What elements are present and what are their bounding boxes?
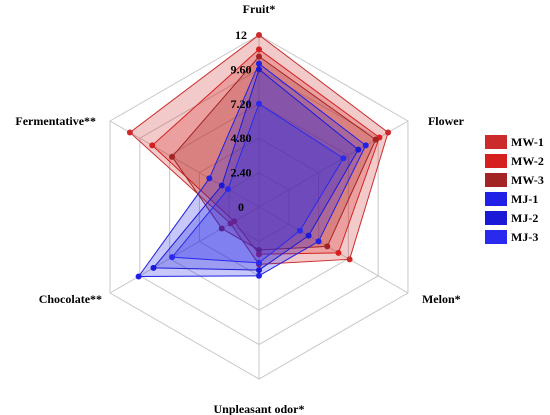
data-point: [126, 129, 133, 136]
data-point: [324, 243, 331, 250]
data-point: [256, 53, 262, 60]
radar-series: [126, 32, 392, 280]
axis-label: Melon*: [422, 292, 461, 306]
series-mj-1: [135, 60, 369, 280]
tick-label: 7.20: [231, 97, 252, 111]
tick-label: 12: [235, 28, 247, 42]
axis-label: Chocolate**: [39, 292, 102, 306]
legend-label: MW-3: [511, 173, 544, 187]
data-point: [256, 100, 262, 107]
grid-spoke: [258, 206, 409, 294]
data-point: [256, 272, 262, 279]
legend-swatch: [485, 135, 507, 149]
tick-label: 4.80: [231, 131, 252, 145]
data-point: [256, 251, 262, 258]
data-point: [315, 238, 322, 245]
data-point: [231, 218, 238, 225]
data-point: [362, 142, 369, 149]
data-point: [256, 66, 262, 73]
legend-label: MW-1: [511, 135, 544, 149]
legend-item: MW-2: [485, 154, 544, 168]
data-point: [256, 46, 262, 53]
data-point: [169, 254, 176, 261]
data-point: [218, 225, 225, 232]
legend-swatch: [485, 154, 507, 168]
axis-label: Flower: [428, 114, 465, 128]
data-point: [335, 249, 342, 256]
data-point: [256, 259, 262, 266]
data-point: [206, 175, 213, 182]
series-mj-2: [150, 66, 362, 274]
axis-label: Unpleasant odor*: [213, 402, 304, 415]
data-point: [256, 32, 262, 38]
tick-label: 9.60: [231, 62, 252, 76]
data-point: [256, 247, 262, 253]
chart-legend: MW-1 MW-2 MW-3 MJ-1 MJ-2 MJ-3: [485, 135, 544, 244]
data-point: [218, 182, 225, 189]
data-point: [340, 155, 347, 162]
data-point: [256, 60, 262, 67]
data-point: [135, 273, 142, 280]
legend-label: MJ-2: [511, 211, 538, 225]
legend-item: MJ-2: [485, 211, 538, 225]
legend-label: MW-2: [511, 154, 544, 168]
data-point: [355, 146, 362, 153]
radar-axis-labels: Fruit* Flower Melon* Unpleasant odor* Chocol…: [15, 2, 464, 415]
grid-spoke: [258, 120, 409, 208]
legend-label: MJ-3: [511, 230, 538, 244]
data-point: [256, 267, 262, 274]
data-point: [169, 153, 176, 160]
legend-swatch: [485, 173, 507, 187]
data-point: [296, 227, 303, 234]
legend-swatch: [485, 230, 507, 244]
data-point: [385, 129, 392, 136]
series-mj-3: [169, 100, 347, 266]
legend-swatch: [485, 192, 507, 206]
axis-label: Fruit*: [243, 2, 276, 16]
legend-swatch: [485, 211, 507, 225]
data-point: [346, 256, 353, 263]
series-mw-3: [169, 53, 379, 253]
data-point: [224, 186, 231, 193]
data-point: [372, 136, 379, 143]
legend-item: MJ-3: [485, 230, 538, 244]
grid-spoke: [109, 120, 260, 208]
legend-item: MW-1: [485, 135, 544, 149]
legend-item: MW-3: [485, 173, 544, 187]
series-mw-2: [149, 46, 383, 258]
data-point: [305, 232, 312, 239]
data-point: [149, 142, 156, 149]
legend-item: MJ-1: [485, 192, 538, 206]
radar-tick-labels: 0 2.40 4.80 7.20 9.60 12: [231, 28, 252, 214]
data-point: [150, 264, 157, 271]
axis-label: Fermentative**: [15, 114, 96, 128]
tick-label: 0: [238, 200, 244, 214]
legend-label: MJ-1: [511, 192, 538, 206]
tick-label: 2.40: [231, 166, 252, 180]
